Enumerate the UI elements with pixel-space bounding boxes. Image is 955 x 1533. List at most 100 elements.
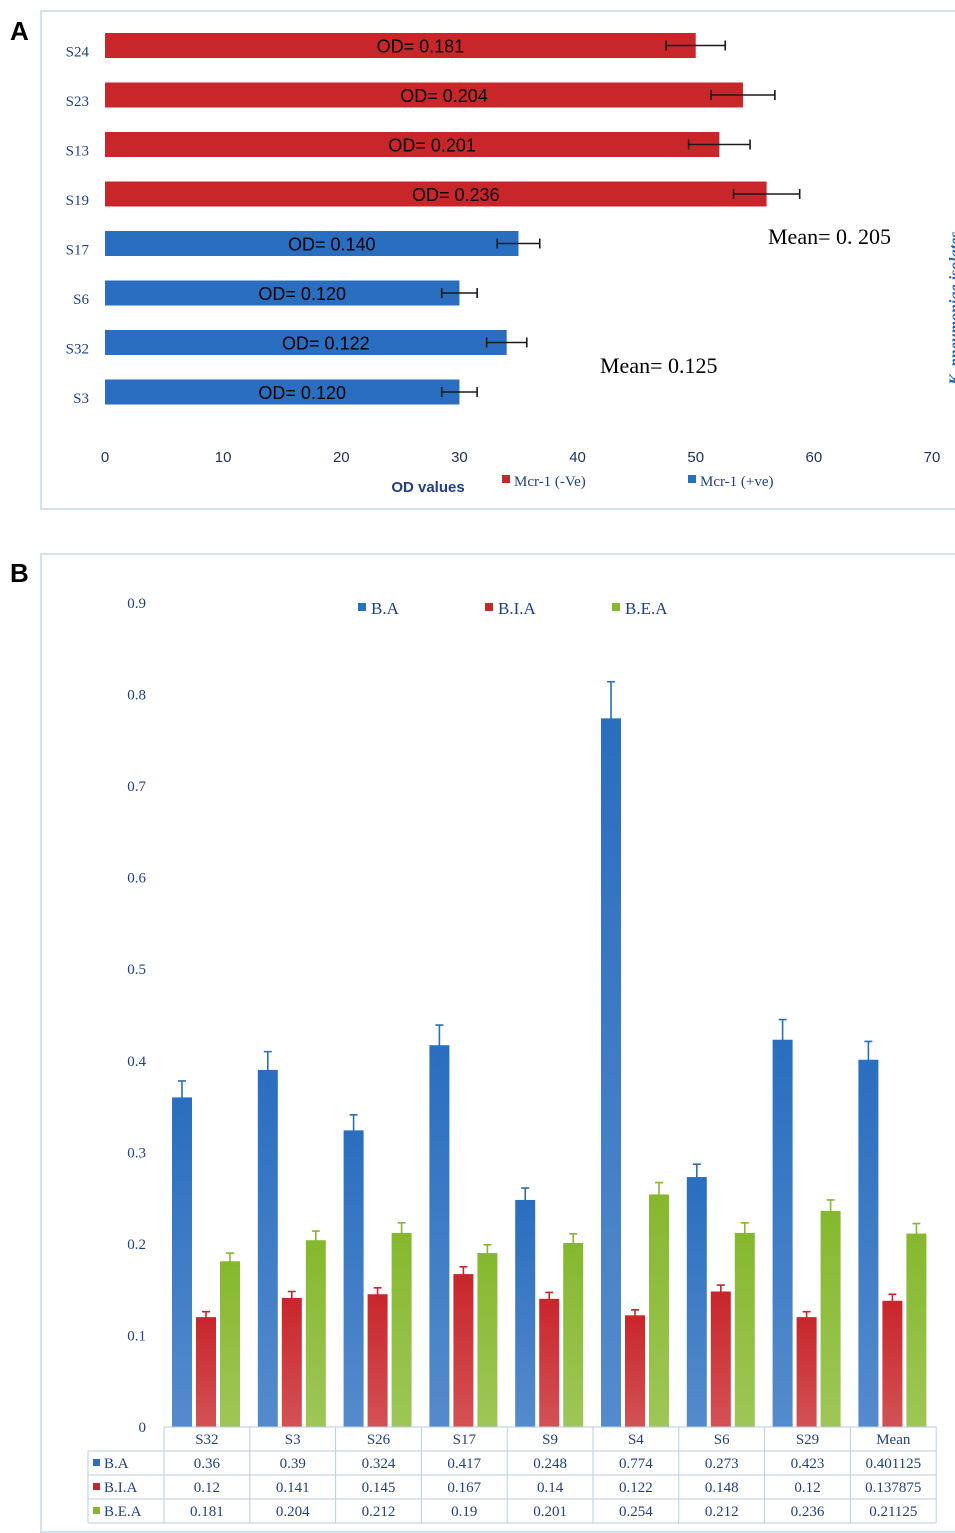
table-header-s17: S17 [453, 1432, 477, 1448]
bar-bea-s6 [734, 1232, 755, 1427]
table-cell: 0.19 [451, 1504, 477, 1520]
table-cell: 0.417 [447, 1456, 481, 1472]
bar-ba-s29 [772, 1039, 793, 1427]
bar-label-s17: OD= 0.140 [288, 235, 376, 255]
legend-swatch-bea [612, 603, 620, 611]
table-header-s3: S3 [285, 1432, 301, 1448]
error-bar [888, 1293, 897, 1308]
y-tick: 0.2 [127, 1237, 146, 1253]
bar-ba-s17 [429, 1045, 450, 1427]
error-bar [435, 1024, 444, 1067]
table-cell: 0.273 [705, 1456, 739, 1472]
panel-a-frame [40, 10, 955, 510]
bar-bea-mean [906, 1233, 927, 1427]
error-bar-s17 [496, 238, 541, 249]
bar-bea-s9 [563, 1242, 584, 1427]
error-bar [631, 1309, 639, 1322]
error-bar [263, 1050, 272, 1090]
table-cell: 0.774 [619, 1456, 653, 1472]
table-cell: 0.212 [705, 1504, 739, 1520]
table-cell: 0.423 [791, 1456, 825, 1472]
table-cell: 0.167 [447, 1480, 481, 1496]
error-bar [545, 1291, 554, 1307]
error-bar [778, 1018, 787, 1061]
legend-label-bea: B.E.A [625, 599, 668, 618]
table-cell: 0.248 [533, 1456, 567, 1472]
category-label-s32: S32 [66, 342, 89, 358]
table-cell: 0.137875 [865, 1480, 921, 1496]
category-label-s3: S3 [73, 391, 89, 407]
x-tick-10: 10 [215, 449, 232, 466]
x-tick-50: 50 [687, 449, 704, 466]
error-bar [202, 1310, 210, 1324]
category-label-s17: S17 [66, 243, 90, 259]
bar-label-s3: OD= 0.120 [258, 383, 346, 403]
error-bar [716, 1284, 725, 1299]
error-bar-s6 [440, 288, 478, 298]
table-cell: 0.12 [794, 1480, 820, 1496]
error-bar-s23 [710, 90, 776, 100]
bar-ba-s32 [172, 1097, 192, 1427]
panel-a-letter: A [10, 16, 29, 46]
table-cell: 0.212 [362, 1504, 396, 1520]
bar-s3 [105, 379, 460, 405]
bar-label-s13: OD= 0.201 [388, 136, 476, 156]
bar-s24 [105, 33, 696, 58]
bar-bea-s4 [649, 1194, 669, 1427]
bar-s19 [105, 181, 767, 207]
error-bar [655, 1181, 663, 1208]
panel-b-letter: B [10, 558, 29, 588]
table-cell: 0.141 [276, 1480, 310, 1496]
error-bar [740, 1222, 749, 1244]
category-label-s6: S6 [73, 292, 89, 308]
y-tick: 0.9 [127, 596, 146, 612]
bar-bia-s9 [539, 1298, 560, 1427]
mean-positive-annotation: Mean= 0.125 [600, 353, 718, 378]
error-bar-s13 [687, 139, 751, 150]
error-bar [287, 1290, 296, 1306]
bar-ba-s4 [601, 718, 621, 1427]
bar-bea-s17 [477, 1253, 498, 1427]
category-label-s24: S24 [66, 45, 90, 61]
error-bar [692, 1163, 701, 1191]
table-cell: 0.122 [619, 1480, 653, 1496]
y-tick: 0 [139, 1420, 147, 1436]
category-label-s19: S19 [66, 193, 89, 209]
table-row-label: B.I.A [104, 1480, 138, 1496]
table-header-s6: S6 [714, 1432, 730, 1448]
bar-ba-s6 [686, 1177, 707, 1427]
x-tick-70: 70 [924, 449, 941, 466]
bar-ba-mean [858, 1059, 879, 1427]
side-axis-title: K. pneumoniae isolates [947, 232, 955, 386]
bar-s6 [105, 280, 460, 306]
y-tick: 0.8 [127, 688, 146, 704]
error-bar [607, 680, 615, 756]
table-cell: 0.324 [362, 1456, 396, 1472]
legend-swatch-ba [358, 603, 366, 611]
table-header-s26: S26 [367, 1432, 391, 1448]
bar-bia-s29 [796, 1317, 817, 1427]
bar-label-s23: OD= 0.204 [400, 86, 488, 106]
bar-s13 [105, 132, 720, 157]
table-row-swatch [93, 1507, 100, 1514]
table-cell: 0.12 [194, 1480, 220, 1496]
legend-label-negative: Mcr-1 (-Ve) [514, 474, 586, 490]
category-label-s13: S13 [66, 144, 89, 160]
bar-bia-s32 [196, 1317, 216, 1427]
error-bar [864, 1040, 873, 1079]
table-row-label: B.A [104, 1456, 129, 1472]
table-cell: 0.14 [537, 1480, 564, 1496]
error-bar [226, 1252, 234, 1271]
bar-bia-s26 [367, 1294, 388, 1427]
error-bar [311, 1230, 320, 1251]
mean-negative-annotation: Mean= 0. 205 [768, 224, 891, 249]
legend-swatch-bia [485, 603, 493, 611]
bar-bea-s26 [391, 1232, 412, 1427]
x-tick-0: 0 [101, 449, 109, 466]
error-bar [826, 1199, 835, 1223]
error-bar [569, 1233, 578, 1253]
table-row-label: B.E.A [104, 1504, 142, 1520]
error-bar-s19 [732, 189, 801, 199]
x-tick-20: 20 [333, 449, 350, 466]
error-bar [373, 1287, 382, 1302]
